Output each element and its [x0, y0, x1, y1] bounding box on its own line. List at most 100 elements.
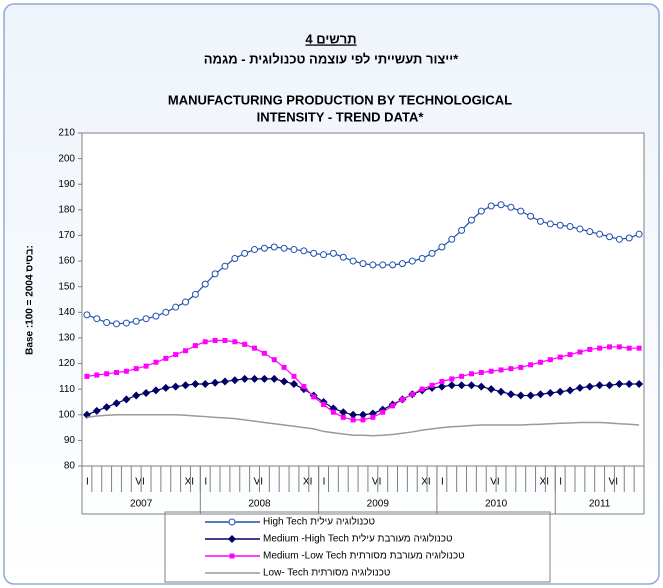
- point: [270, 374, 279, 383]
- point: [536, 217, 544, 225]
- point: [369, 261, 377, 269]
- point: [211, 270, 219, 278]
- point: [114, 370, 120, 376]
- point: [528, 362, 534, 368]
- point: [487, 202, 495, 210]
- point: [439, 378, 445, 384]
- y-tick-label: 160: [58, 256, 75, 267]
- chart-title: INTENSITY - TREND DATA*: [257, 109, 425, 124]
- point: [311, 394, 317, 400]
- legend-label: Medium -High Tech טכנולוגיה מעורבת עילית: [263, 533, 453, 545]
- point: [123, 368, 129, 374]
- point: [270, 243, 278, 251]
- point: [281, 364, 287, 370]
- point: [575, 383, 584, 392]
- point: [576, 225, 584, 233]
- point: [537, 359, 543, 365]
- point: [231, 255, 239, 263]
- point: [104, 371, 110, 377]
- point: [191, 290, 199, 298]
- point: [182, 298, 190, 306]
- point: [230, 376, 239, 385]
- point: [418, 255, 426, 263]
- point: [152, 312, 160, 320]
- legend-label: Low- Tech טכנולוגיה מסורתית: [263, 567, 390, 579]
- point: [112, 399, 121, 408]
- point: [310, 249, 318, 257]
- point: [428, 249, 436, 257]
- point: [498, 367, 504, 373]
- point: [478, 370, 484, 376]
- point: [449, 376, 455, 382]
- point: [615, 235, 623, 243]
- point: [290, 246, 298, 254]
- point: [566, 386, 575, 395]
- x-tick-label: XI: [421, 477, 430, 488]
- point: [587, 346, 593, 352]
- point: [556, 221, 564, 229]
- point: [132, 317, 140, 325]
- point: [625, 380, 634, 389]
- point: [488, 368, 494, 374]
- point: [547, 357, 553, 363]
- point: [429, 382, 435, 388]
- chart-subtitle: ייצור תעשייתי לפי עוצמה טכנולוגית - מגמה…: [204, 51, 459, 66]
- x-tick-label: I: [559, 477, 562, 488]
- point: [339, 253, 347, 261]
- point: [546, 220, 554, 228]
- point: [566, 222, 574, 230]
- point: [349, 257, 357, 265]
- point: [242, 341, 248, 347]
- point: [359, 260, 367, 268]
- point: [330, 409, 336, 415]
- point: [556, 387, 565, 396]
- point: [232, 339, 238, 345]
- point: [221, 262, 229, 270]
- point: [260, 244, 268, 252]
- point: [408, 257, 416, 265]
- point: [252, 345, 258, 351]
- point: [183, 348, 189, 354]
- point: [191, 380, 200, 389]
- point: [220, 377, 229, 386]
- point: [93, 315, 101, 323]
- point: [171, 382, 180, 391]
- point: [122, 319, 130, 327]
- point: [241, 249, 249, 257]
- point: [181, 381, 190, 390]
- point: [132, 391, 141, 400]
- point: [291, 373, 297, 379]
- point: [251, 246, 259, 254]
- point: [122, 395, 131, 404]
- point: [517, 207, 525, 215]
- point: [597, 345, 603, 351]
- point: [339, 408, 348, 417]
- point: [301, 384, 307, 390]
- point: [83, 311, 91, 319]
- point: [508, 366, 514, 372]
- point: [250, 374, 259, 383]
- point: [459, 373, 465, 379]
- point: [359, 410, 367, 419]
- x-tick-label: XI: [540, 477, 549, 488]
- legend: [164, 511, 551, 583]
- point: [142, 315, 150, 323]
- y-tick-label: 120: [58, 358, 75, 369]
- point: [212, 337, 218, 343]
- point: [477, 207, 485, 215]
- point: [635, 230, 643, 238]
- legend-label: Medium -Low Tech טכנולוגיה מעורבת מסורתי…: [263, 550, 465, 562]
- point: [151, 386, 160, 395]
- point: [497, 387, 506, 396]
- point: [616, 344, 622, 350]
- point: [458, 226, 466, 234]
- y-tick-label: 190: [58, 179, 75, 190]
- point: [201, 380, 210, 389]
- point: [605, 233, 613, 241]
- chart-title: MANUFACTURING PRODUCTION BY TECHNOLOGICA…: [168, 92, 512, 107]
- point: [103, 319, 111, 327]
- point: [437, 382, 446, 391]
- point: [84, 373, 90, 379]
- point: [320, 251, 328, 259]
- point: [516, 391, 525, 400]
